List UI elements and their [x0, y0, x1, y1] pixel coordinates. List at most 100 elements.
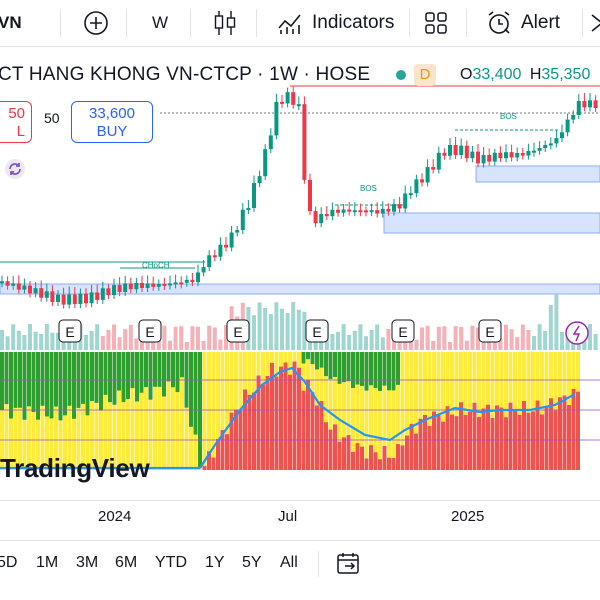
range-3m[interactable]: 3M — [76, 554, 99, 571]
open-label: O — [460, 66, 473, 83]
indicator-bar-red — [274, 376, 279, 470]
indicator-settings-icon[interactable] — [4, 158, 26, 180]
replay-button[interactable] — [590, 0, 600, 46]
candle-body — [408, 193, 413, 196]
candle-body — [358, 210, 363, 213]
range-1m[interactable]: 1M — [36, 554, 59, 571]
indicator-bg-bar — [103, 352, 108, 470]
volume-bar — [95, 324, 100, 350]
candle-body — [313, 211, 318, 224]
alert-button[interactable]: Alert — [485, 0, 560, 46]
earnings-badge-label: E — [485, 324, 494, 340]
volume-bar — [565, 333, 570, 350]
indicator-bg-bar — [220, 352, 225, 470]
volume-bar — [285, 312, 290, 350]
volume-bar — [509, 329, 514, 350]
toolbar-divider — [256, 9, 257, 37]
indicator-bg-bar — [202, 352, 207, 470]
range-1y[interactable]: 1Y — [205, 554, 225, 571]
volume-bar — [207, 325, 212, 350]
indicator-bar-red — [252, 392, 256, 470]
replay-icon — [591, 14, 600, 32]
candle-body — [414, 179, 419, 194]
candle-body — [560, 132, 564, 139]
range-5y[interactable]: 5Y — [242, 554, 262, 571]
indicator-bar-green — [148, 352, 153, 400]
indicator-bg-bar — [144, 352, 148, 470]
indicator-bar-green — [72, 352, 76, 419]
indicator-bar-red — [328, 429, 333, 470]
earnings-badge — [226, 319, 250, 343]
indicator-bg-bar — [418, 352, 423, 470]
volume-bar — [453, 326, 458, 350]
candle-body — [61, 294, 66, 305]
indicator-bg-bar — [81, 352, 85, 470]
indicator-bar-green — [337, 352, 342, 384]
compare-symbol-button[interactable] — [83, 0, 109, 46]
indicator-bg-bar — [180, 352, 184, 470]
candle-body — [168, 283, 172, 286]
layouts-button[interactable] — [424, 0, 448, 46]
indicator-bg-bar — [225, 352, 229, 470]
chart-type-button[interactable] — [213, 0, 237, 46]
indicator-bar-green — [121, 352, 126, 403]
candle-body — [179, 282, 184, 285]
candle-body — [291, 92, 296, 105]
sell-button[interactable]: 50 L — [0, 101, 32, 143]
indicator-bar-green — [4, 352, 9, 405]
indicator-bg-bar — [162, 352, 166, 470]
candle-body — [296, 104, 301, 107]
candle-body — [386, 208, 391, 212]
indicator-bar-red — [207, 451, 211, 470]
indicator-bar-red — [414, 433, 418, 470]
volume-bar — [543, 330, 548, 350]
calendar-goto-icon[interactable] — [336, 551, 362, 577]
volume-bar — [588, 324, 592, 350]
buy-button[interactable]: 33,600 BUY — [71, 101, 153, 143]
volume-bar — [268, 314, 273, 350]
indicator-bg-bar — [27, 352, 31, 470]
volume-bar — [196, 326, 200, 350]
interval-button[interactable]: W — [152, 0, 168, 46]
indicator-bar-green — [171, 352, 175, 388]
volume-bar — [498, 338, 503, 350]
tradingview-logo[interactable]: TradingView — [0, 448, 150, 488]
plus-circle-icon — [84, 11, 108, 35]
range-divider — [318, 551, 319, 577]
toolbar-divider — [409, 9, 410, 37]
indicators-button[interactable]: Indicators — [276, 0, 394, 46]
candle-body — [184, 279, 189, 283]
indicator-bar-red — [319, 401, 324, 470]
ohlc-values: O33,400 H35,350 — [460, 66, 590, 84]
indicator-bar-green — [112, 352, 117, 405]
indicator-bar-green — [189, 352, 193, 427]
indicator-bg-bar — [441, 352, 445, 470]
indicator-bar-red — [567, 405, 571, 470]
candle-body — [123, 283, 128, 292]
indicator-bg-bar — [207, 352, 211, 470]
candle-body — [72, 294, 77, 304]
range-ytd[interactable]: YTD — [155, 554, 187, 571]
range-5d[interactable]: 5D — [0, 554, 18, 571]
candle-body — [380, 208, 385, 214]
candle-body — [112, 285, 116, 296]
indicator-bg-bar — [333, 352, 337, 470]
lightning-icon — [572, 325, 581, 342]
symbol-search[interactable]: VN — [0, 0, 22, 46]
volume-bar — [436, 326, 441, 350]
time-axis[interactable]: 2024 Jul 2025 — [0, 500, 600, 533]
indicator-bar-green — [40, 352, 45, 406]
indicator-bar-red — [571, 388, 576, 470]
candle-body — [263, 149, 268, 177]
price-chart[interactable]: CHoCH BOS BOS E E E E E E — [0, 84, 600, 500]
indicator-bar-red — [360, 446, 364, 470]
range-all[interactable]: All — [280, 554, 298, 571]
indicator-bg-bar — [364, 352, 369, 470]
indicator-bar-green — [360, 352, 364, 386]
grid-icon — [425, 12, 447, 34]
volume-bar — [459, 326, 464, 350]
volume-bar — [50, 332, 55, 350]
indicator-bar-green — [153, 352, 157, 387]
indicator-bg-bar — [157, 352, 162, 470]
range-6m[interactable]: 6M — [115, 554, 138, 571]
